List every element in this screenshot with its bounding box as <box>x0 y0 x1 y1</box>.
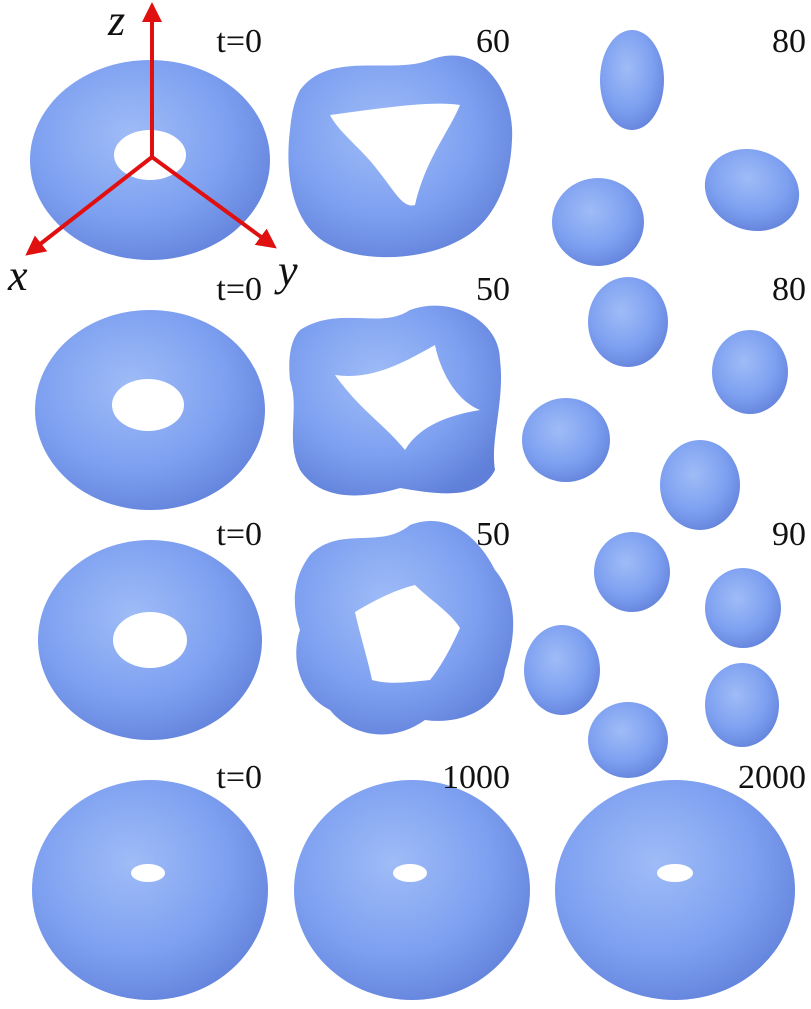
torus-hole <box>657 864 693 882</box>
time-label: 80 <box>772 271 806 308</box>
droplet <box>705 568 781 648</box>
row-3: t=0 50 90 <box>38 516 806 778</box>
torus-hole <box>393 864 427 882</box>
time-label: t=0 <box>216 271 262 308</box>
torus-hole <box>113 612 187 668</box>
droplet <box>704 148 800 232</box>
time-label: t=0 <box>216 516 262 553</box>
shape-hole <box>330 103 460 206</box>
row-2: t=0 50 80 <box>35 271 806 530</box>
shape-hole <box>355 585 460 683</box>
row-1: z x y t=0 60 80 <box>7 0 806 300</box>
time-label: t=0 <box>216 23 262 60</box>
torus-hole <box>112 379 184 431</box>
droplet <box>660 440 740 530</box>
axis-label: x <box>7 251 28 300</box>
droplet <box>594 532 670 612</box>
torus-hole <box>131 864 165 882</box>
time-label: t=0 <box>216 759 262 796</box>
droplet <box>552 178 644 266</box>
time-label: 60 <box>476 23 510 60</box>
torus <box>555 780 795 1000</box>
droplet <box>705 663 779 747</box>
droplet <box>522 398 610 482</box>
shape-hole <box>335 345 480 450</box>
time-label: 2000 <box>738 759 806 796</box>
torus <box>32 780 268 1000</box>
droplet <box>588 702 668 778</box>
axis-label: z <box>107 0 125 45</box>
droplet <box>588 277 668 367</box>
y-axis <box>150 155 277 249</box>
time-label: 50 <box>476 516 510 553</box>
droplet <box>712 330 788 414</box>
time-label: 80 <box>772 23 806 60</box>
time-label: 50 <box>476 271 510 308</box>
droplet <box>524 625 600 715</box>
row-4: t=0 1000 2000 <box>32 759 806 1000</box>
torus <box>294 780 530 1000</box>
time-label: 1000 <box>442 759 510 796</box>
droplet <box>600 30 664 130</box>
time-label: 90 <box>772 516 806 553</box>
x-axis <box>25 155 154 256</box>
axis-label: y <box>274 246 298 295</box>
